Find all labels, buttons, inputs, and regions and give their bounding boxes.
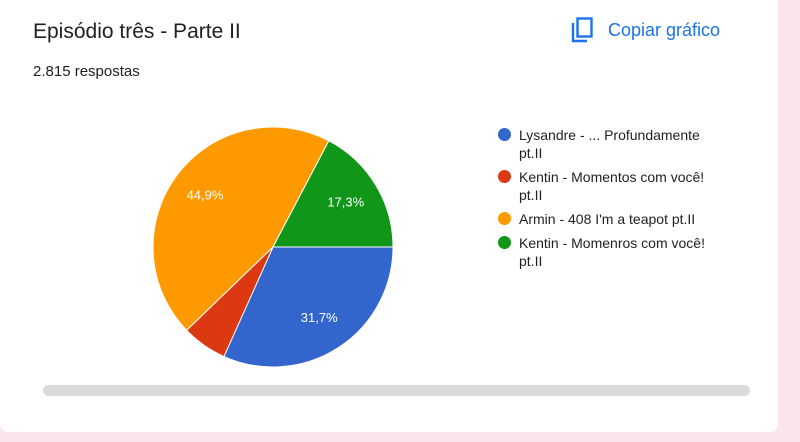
legend-item: Kentin - Momenros com você! pt.II [498, 234, 713, 270]
pie-slice [223, 246, 394, 368]
copy-button[interactable]: Copiar gráfico [570, 17, 720, 43]
card: Episódio três - Parte II 2.815 respostas… [0, 0, 778, 432]
pie-chart: 31,7% 44,9% 17,3% [152, 126, 394, 368]
legend-item: Armin - 408 I'm a teapot pt.II [498, 210, 713, 228]
legend: Lysandre - ... Profundamente pt.II Kentin… [498, 126, 713, 276]
legend-swatch [498, 212, 511, 225]
slice-label: 31,7% [301, 310, 338, 325]
legend-swatch [498, 236, 511, 249]
pie-slice [272, 140, 394, 248]
copy-icon [571, 17, 593, 43]
chart-title: Episódio três - Parte II [33, 20, 241, 43]
legend-swatch [498, 170, 511, 183]
legend-swatch [498, 128, 511, 141]
legend-item: Kentin - Momentos com você! pt.II [498, 168, 713, 204]
legend-label: Armin - 408 I'm a teapot pt.II [519, 211, 696, 227]
slice-label: 44,9% [187, 187, 224, 202]
pie-slice [152, 126, 330, 331]
scrollbar[interactable] [43, 385, 750, 396]
legend-label: Lysandre - ... Profundamente pt.II [519, 127, 700, 161]
copy-label[interactable]: Copiar gráfico [608, 19, 721, 40]
slice-label: 17,3% [327, 194, 364, 209]
legend-label: Kentin - Momenros com você! pt.II [519, 235, 705, 269]
response-count: 2.815 respostas [33, 63, 140, 80]
legend-label: Kentin - Momentos com você! pt.II [519, 169, 705, 203]
legend-item: Lysandre - ... Profundamente pt.II [498, 126, 713, 162]
